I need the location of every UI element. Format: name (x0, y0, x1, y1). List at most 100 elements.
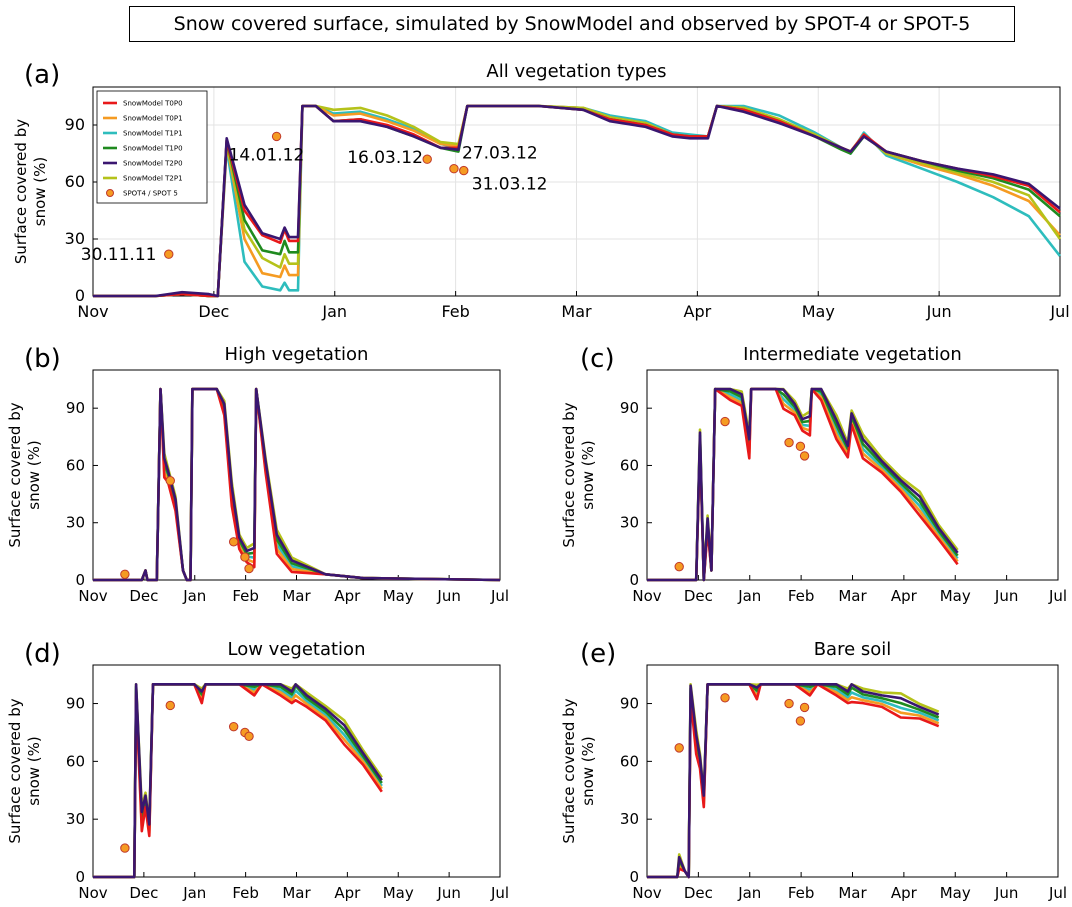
legend-entry-label: SnowModel T2P0 (123, 160, 183, 168)
observation-point (120, 569, 130, 579)
x-tick-label: Jun (994, 587, 1018, 605)
y-tick-label: 90 (66, 695, 85, 713)
x-tick-label: May (940, 884, 971, 902)
observation-point (422, 154, 432, 164)
y-tick-label: 60 (620, 456, 639, 474)
legend-entry-label: SnowModel T0P1 (123, 115, 183, 123)
y-tick-label: 60 (66, 456, 85, 474)
x-tick-label: Apr (891, 884, 918, 902)
observation-point (795, 716, 806, 726)
observation-point (244, 563, 254, 574)
series-line-5 (93, 387, 501, 582)
x-tick-label: Apr (891, 587, 918, 605)
x-tick-label: Mar (561, 302, 592, 321)
legend-entry-label: SnowModel T0P0 (123, 100, 183, 108)
y-tick-label: 0 (75, 286, 85, 305)
x-tick-label: Feb (232, 587, 259, 605)
x-tick-label: Jun (436, 587, 460, 605)
y-axis-label: Surface covered bysnow (%) (6, 402, 43, 547)
x-tick-label: Mar (838, 587, 867, 605)
legend-swatch-marker (106, 189, 114, 197)
x-tick-label: Feb (788, 884, 815, 902)
observation-point (784, 698, 794, 709)
x-tick-label: Jan (182, 884, 206, 902)
panel-label: (d) (24, 639, 61, 669)
x-tick-label: Feb (232, 884, 259, 902)
observation-date-label: 27.03.12 (462, 144, 538, 164)
observation-point (799, 702, 810, 713)
y-tick-label: 60 (65, 172, 85, 191)
x-tick-label: Jan (737, 884, 761, 902)
series-line-4 (93, 104, 1061, 298)
panel-title: All vegetation types (486, 61, 666, 82)
series-line-2 (93, 387, 501, 582)
y-tick-label: 60 (66, 752, 85, 770)
series-line-4 (647, 683, 940, 879)
series-line-4 (93, 683, 383, 879)
observation-point (165, 476, 175, 486)
y-tick-label: 90 (620, 399, 639, 417)
panel-label: (e) (580, 639, 616, 669)
panel-e: 0 30 60 90 Nov Dec Jan Feb Mar Apr May Jun Jul (e) Bar… (560, 639, 1067, 902)
observation-point (449, 164, 459, 174)
x-tick-label: Apr (684, 302, 712, 321)
y-tick-label: 30 (66, 514, 85, 532)
x-tick-label: Apr (334, 587, 361, 605)
observation-point (164, 249, 174, 259)
observation-date-label: 16.03.12 (347, 148, 423, 168)
y-tick-label: 30 (620, 514, 639, 532)
y-tick-label: 0 (629, 571, 639, 589)
figure-title: Snow covered surface, simulated by SnowM… (129, 6, 1015, 42)
x-tick-label: Nov (77, 302, 108, 321)
legend-entry-label: SnowModel T1P1 (123, 130, 183, 138)
observation-point (674, 743, 684, 753)
x-tick-label: Dec (129, 587, 158, 605)
x-tick-label: Dec (198, 302, 229, 321)
x-tick-label: Jul (490, 884, 509, 902)
observation-point (228, 537, 239, 547)
y-tick-label: 60 (620, 752, 639, 770)
x-tick-label: May (940, 587, 971, 605)
panel-label: (a) (24, 60, 60, 90)
legend: SnowModel T0P0 SnowModel T0P1 SnowModel T1… (96, 90, 208, 204)
observation-point (120, 843, 130, 853)
x-tick-label: Dec (129, 884, 158, 902)
observation-date-label: 14.01.12 (229, 145, 305, 165)
y-tick-label: 30 (620, 810, 639, 828)
x-tick-label: Mar (838, 884, 867, 902)
observation-point (795, 441, 806, 452)
observation-point (720, 416, 730, 427)
legend-entry-label: SnowModel T1P0 (123, 145, 183, 153)
x-tick-label: Mar (282, 884, 311, 902)
observation-point (244, 731, 254, 742)
observation-point (240, 552, 250, 562)
observation-point (228, 721, 239, 732)
x-tick-label: Jul (1048, 587, 1067, 605)
observation-date-label: 31.03.12 (472, 175, 548, 195)
x-tick-label: Nov (78, 587, 107, 605)
x-tick-label: Jun (436, 884, 460, 902)
observation-point (720, 693, 730, 703)
observation-point (784, 437, 794, 448)
x-tick-label: Jun (926, 302, 952, 321)
y-axis-label: Surface covered bysnow (%) (560, 698, 597, 843)
series-line-3 (93, 387, 501, 582)
x-tick-label: Feb (788, 587, 815, 605)
y-axis-label: Surface covered bysnow (%) (12, 119, 49, 264)
series-line-4 (93, 387, 501, 582)
x-tick-label: Dec (684, 884, 713, 902)
y-axis-label: Surface covered bysnow (%) (6, 698, 43, 843)
x-tick-label: Mar (282, 587, 311, 605)
legend-entry-label: SPOT4 / SPOT 5 (123, 190, 178, 198)
x-tick-label: Dec (684, 587, 713, 605)
y-tick-label: 0 (75, 571, 85, 589)
observation-point (799, 451, 810, 461)
y-tick-label: 0 (75, 868, 85, 886)
x-tick-label: Jul (1049, 302, 1069, 321)
x-tick-label: Jan (737, 587, 761, 605)
x-tick-label: Apr (334, 884, 361, 902)
panel-title: Bare soil (814, 639, 892, 660)
panel-title: Intermediate vegetation (743, 344, 962, 365)
axes-frame (92, 369, 501, 581)
